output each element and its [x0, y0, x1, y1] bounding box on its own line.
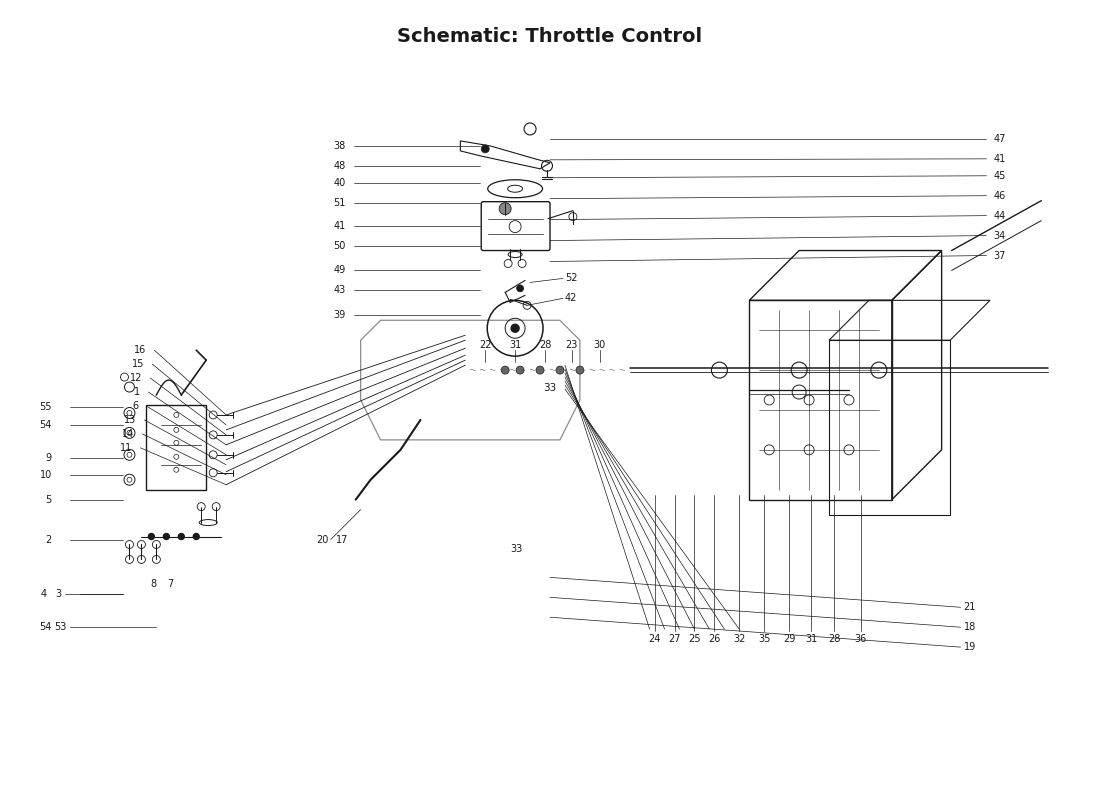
- Text: 12: 12: [130, 373, 142, 383]
- Circle shape: [512, 324, 519, 332]
- Text: 15: 15: [132, 359, 144, 369]
- Circle shape: [516, 366, 524, 374]
- Text: 41: 41: [333, 221, 345, 230]
- Text: 13: 13: [124, 415, 136, 425]
- Circle shape: [502, 366, 509, 374]
- Circle shape: [517, 285, 524, 292]
- Text: 36: 36: [855, 634, 867, 644]
- Text: 39: 39: [333, 310, 345, 320]
- Text: 30: 30: [594, 340, 606, 350]
- Text: 31: 31: [805, 634, 817, 644]
- Text: 18: 18: [964, 622, 976, 632]
- Text: 9: 9: [45, 453, 52, 462]
- Text: 14: 14: [122, 429, 134, 439]
- Text: 7: 7: [167, 579, 174, 590]
- Text: 28: 28: [539, 340, 551, 350]
- Text: 50: 50: [333, 241, 345, 250]
- Text: 49: 49: [333, 266, 345, 275]
- Circle shape: [536, 366, 544, 374]
- Text: 44: 44: [993, 210, 1005, 221]
- Text: 21: 21: [964, 602, 976, 612]
- Text: 27: 27: [669, 634, 681, 644]
- Circle shape: [163, 534, 169, 539]
- Text: 26: 26: [708, 634, 720, 644]
- Text: 31: 31: [509, 340, 521, 350]
- Text: 51: 51: [333, 198, 345, 208]
- Circle shape: [178, 534, 185, 539]
- Text: 20: 20: [317, 534, 329, 545]
- Text: 40: 40: [333, 178, 345, 188]
- Text: 55: 55: [40, 402, 52, 412]
- Text: 6: 6: [132, 401, 139, 411]
- Text: 37: 37: [993, 250, 1005, 261]
- Text: 47: 47: [993, 134, 1005, 144]
- Text: 33: 33: [543, 383, 557, 393]
- Text: 17: 17: [337, 534, 349, 545]
- Text: 28: 28: [828, 634, 840, 644]
- Circle shape: [556, 366, 564, 374]
- Text: 3: 3: [56, 590, 62, 599]
- Text: 16: 16: [134, 345, 146, 355]
- Circle shape: [499, 202, 512, 214]
- Text: Schematic: Throttle Control: Schematic: Throttle Control: [397, 26, 703, 46]
- Text: 24: 24: [648, 634, 661, 644]
- Text: 25: 25: [689, 634, 701, 644]
- Text: 4: 4: [41, 590, 47, 599]
- Text: 43: 43: [333, 286, 345, 295]
- Text: 22: 22: [478, 340, 492, 350]
- Text: 54: 54: [40, 622, 52, 632]
- Text: 2: 2: [45, 534, 52, 545]
- Text: 42: 42: [565, 294, 578, 303]
- Text: 29: 29: [783, 634, 795, 644]
- Circle shape: [148, 534, 154, 539]
- Text: 45: 45: [993, 170, 1005, 181]
- Text: 11: 11: [120, 443, 132, 453]
- Circle shape: [194, 534, 199, 539]
- Text: 53: 53: [54, 622, 67, 632]
- Text: 23: 23: [565, 340, 579, 350]
- Text: 34: 34: [993, 230, 1005, 241]
- Text: 10: 10: [40, 470, 52, 480]
- Text: 8: 8: [151, 579, 156, 590]
- Text: 33: 33: [510, 545, 522, 554]
- Circle shape: [481, 145, 490, 153]
- Text: 48: 48: [333, 161, 345, 171]
- Text: 35: 35: [758, 634, 770, 644]
- Text: 54: 54: [40, 420, 52, 430]
- Text: 32: 32: [734, 634, 746, 644]
- Circle shape: [576, 366, 584, 374]
- Text: 38: 38: [333, 141, 345, 151]
- Text: 19: 19: [964, 642, 976, 652]
- Text: 5: 5: [45, 494, 52, 505]
- Text: 1: 1: [134, 387, 141, 397]
- Text: 41: 41: [993, 154, 1005, 164]
- Text: 52: 52: [565, 274, 578, 283]
- Text: 46: 46: [993, 190, 1005, 201]
